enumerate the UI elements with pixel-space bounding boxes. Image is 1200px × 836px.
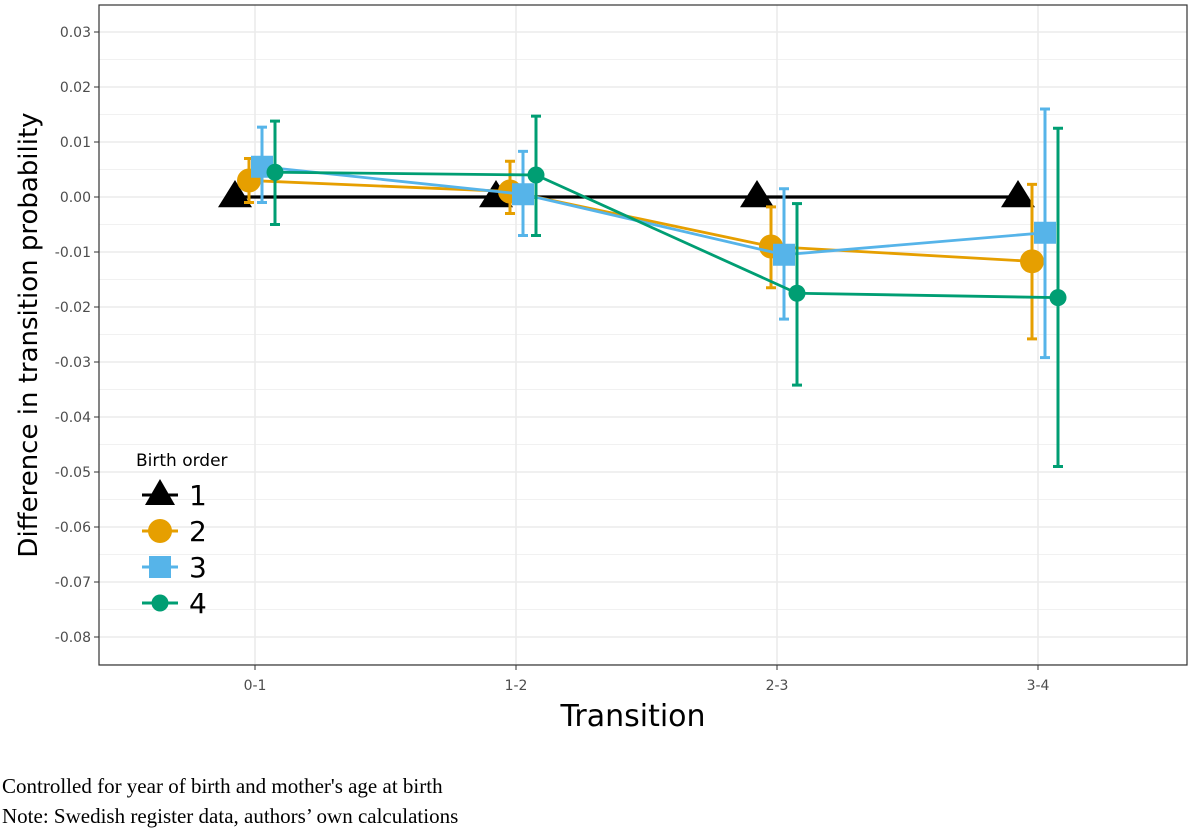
series-2 bbox=[237, 157, 1044, 341]
y-tick-label: -0.05 bbox=[55, 465, 91, 481]
legend-label-1: 1 bbox=[189, 479, 207, 512]
y-tick-label: 0.00 bbox=[60, 190, 91, 206]
data-point bbox=[218, 180, 252, 208]
y-tick-label: -0.01 bbox=[55, 245, 91, 261]
plot-panel-border bbox=[98, 4, 1188, 666]
series-3 bbox=[251, 107, 1056, 360]
data-point bbox=[773, 243, 795, 266]
x-tick-label: 1-2 bbox=[505, 678, 528, 694]
y-tick-label: -0.07 bbox=[55, 575, 91, 591]
y-tick-label: -0.02 bbox=[55, 300, 91, 316]
y-tick-label: 0.02 bbox=[60, 80, 91, 96]
series-line-2 bbox=[248, 179, 1033, 263]
series-line-3 bbox=[261, 165, 1046, 257]
legend-key-marker bbox=[151, 594, 169, 612]
x-axis-title: Transition bbox=[559, 699, 705, 734]
legend-label-3: 3 bbox=[189, 551, 207, 584]
y-tick-label: 0.03 bbox=[60, 25, 91, 41]
x-tick-label: 0-1 bbox=[244, 678, 267, 694]
data-point bbox=[1034, 221, 1056, 244]
data-point bbox=[788, 284, 806, 302]
data-point bbox=[1001, 180, 1035, 208]
legend-label-2: 2 bbox=[189, 515, 207, 548]
legend-label-4: 4 bbox=[189, 587, 207, 620]
chart: 0.03 0.02 0.01 0.00 -0.01 -0.02 -0.03 -0.04 -0.0… bbox=[14, 4, 1188, 734]
x-tick-label: 3-4 bbox=[1027, 678, 1050, 694]
data-point bbox=[740, 180, 774, 208]
legend-key-marker bbox=[149, 556, 171, 578]
data-point bbox=[266, 163, 284, 181]
data-point bbox=[1049, 289, 1067, 307]
data-point bbox=[512, 183, 534, 206]
series-4 bbox=[266, 114, 1067, 468]
legend-key-marker bbox=[148, 519, 172, 543]
legend-key-marker bbox=[145, 479, 175, 505]
data-point bbox=[1020, 249, 1044, 274]
series-line-4 bbox=[274, 170, 1059, 300]
data-point bbox=[527, 166, 545, 184]
y-axis-title: Difference in transition probability bbox=[14, 112, 44, 557]
legend-title: Birth order bbox=[136, 451, 228, 471]
caption-source-note: Note: Swedish register data, authors’ ow… bbox=[2, 804, 459, 828]
y-tick-label: -0.08 bbox=[55, 630, 91, 646]
caption-control-note: Controlled for year of birth and mother'… bbox=[2, 774, 443, 798]
y-tick-label: -0.06 bbox=[55, 520, 91, 536]
y-tick-label: -0.04 bbox=[55, 410, 91, 426]
y-tick-label: 0.01 bbox=[60, 135, 91, 151]
x-tick-label: 2-3 bbox=[766, 678, 789, 694]
y-tick-label: -0.03 bbox=[55, 355, 91, 371]
